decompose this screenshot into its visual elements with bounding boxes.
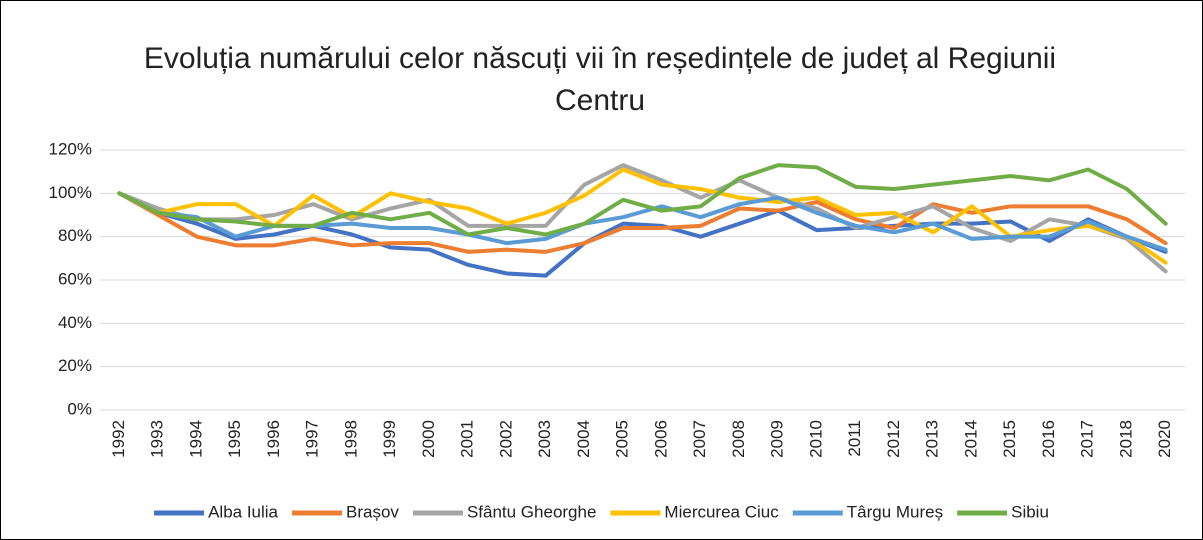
x-tick-label: 2007 — [690, 420, 709, 458]
x-tick-label: 2012 — [884, 420, 903, 458]
series-line — [117, 163, 1168, 237]
x-tick-label: 2015 — [1000, 420, 1019, 458]
x-tick-label: 2010 — [806, 420, 825, 458]
x-tick-label: 2006 — [651, 420, 670, 458]
legend-label: Alba Iulia — [208, 502, 278, 521]
x-tick-label: 1999 — [380, 420, 399, 458]
y-tick-label: 60% — [58, 269, 92, 288]
x-tick-label: 2017 — [1078, 420, 1097, 458]
x-tick-label: 1995 — [225, 420, 244, 458]
x-tick-label: 1993 — [148, 420, 167, 458]
x-tick-label: 2001 — [458, 420, 477, 458]
x-tick-label: 1994 — [186, 420, 205, 458]
y-tick-label: 40% — [58, 313, 92, 332]
series-line — [117, 191, 1168, 254]
x-tick-label: 2011 — [845, 420, 864, 457]
x-tick-label: 2020 — [1155, 420, 1174, 458]
series-line — [117, 163, 1168, 274]
x-tick-label: 2009 — [768, 420, 787, 458]
legend-label: Târgu Mureș — [847, 502, 943, 521]
y-tick-label: 100% — [49, 183, 92, 202]
y-tick-label: 120% — [49, 139, 92, 158]
y-tick-label: 80% — [58, 226, 92, 245]
x-tick-label: 2005 — [613, 420, 632, 458]
x-tick-label: 1998 — [341, 420, 360, 458]
x-tick-label: 2002 — [496, 420, 515, 458]
x-tick-label: 1996 — [264, 420, 283, 458]
x-tick-label: 2014 — [961, 420, 980, 458]
x-tick-label: 2003 — [535, 420, 554, 458]
x-tick-label: 2018 — [1116, 420, 1135, 458]
x-tick-label: 2000 — [419, 420, 438, 458]
legend-label: Miercurea Ciuc — [664, 502, 779, 521]
x-tick-label: 2013 — [923, 420, 942, 458]
chart-title: Evoluția numărului celor născuți vii în … — [143, 42, 1057, 117]
x-tick-label: 1992 — [109, 420, 128, 458]
y-tick-label: 20% — [58, 356, 92, 375]
legend-label: Sibiu — [1011, 502, 1049, 521]
series-line — [117, 167, 1168, 265]
legend-label: Brașov — [346, 502, 399, 521]
x-tick-label: 2004 — [574, 420, 593, 458]
legend-label: Sfântu Gheorghe — [467, 502, 596, 521]
x-tick-label: 2008 — [729, 420, 748, 458]
x-tick-label: 2016 — [1039, 420, 1058, 458]
x-tick-label: 1997 — [303, 420, 322, 458]
y-tick-label: 0% — [67, 399, 92, 418]
legend: Alba Iulia Brașov Sfântu Gheorghe Miercurea… — [154, 502, 1049, 521]
